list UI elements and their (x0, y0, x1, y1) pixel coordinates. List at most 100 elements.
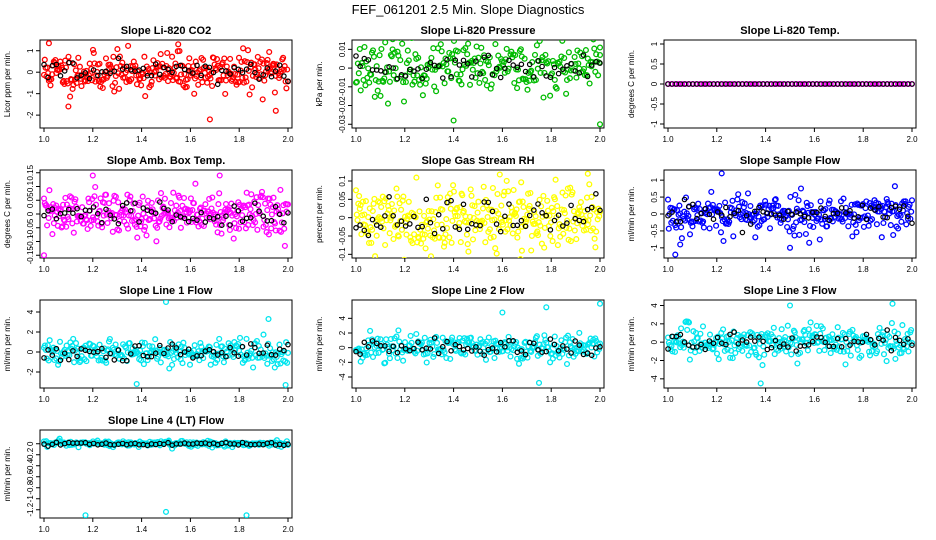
mean-point (473, 58, 479, 65)
data-point (505, 188, 512, 195)
data-point (436, 234, 443, 241)
mean-point (522, 223, 529, 230)
data-point (408, 339, 415, 346)
mean-point (123, 357, 130, 364)
data-point (678, 325, 685, 332)
outlier-point (89, 172, 96, 179)
data-point (362, 198, 369, 205)
data-point (534, 232, 542, 239)
data-point (788, 351, 795, 358)
data-point (550, 208, 557, 215)
data-point (76, 63, 83, 70)
mean-point (452, 224, 459, 230)
data-point (452, 212, 459, 219)
data-point (44, 222, 51, 229)
data-point (590, 40, 597, 43)
data-point (143, 232, 150, 239)
mean-point (896, 337, 903, 344)
data-point (876, 324, 883, 331)
data-point (220, 72, 227, 79)
x-tick-label: 1.6 (497, 135, 509, 144)
data-point (547, 92, 554, 99)
mean-point (173, 345, 180, 351)
mean-point (219, 222, 225, 229)
data-point (515, 360, 523, 367)
mean-point (522, 351, 529, 358)
data-point (365, 214, 372, 221)
panel-9: Slope Line 3 Flow ml/min per min. -4 -2 0 2 4 1… (627, 285, 918, 404)
x-tick-label: 1.6 (185, 525, 197, 534)
data-point (549, 355, 556, 362)
data-point (170, 189, 177, 196)
data-point (873, 221, 880, 228)
mean-point (128, 208, 134, 214)
mean-point (555, 70, 562, 77)
mean-point (576, 70, 583, 76)
data-point (140, 361, 147, 368)
data-point (484, 213, 491, 221)
mean-point (751, 338, 758, 344)
data-point (591, 45, 598, 52)
data-point (462, 351, 469, 358)
data-point (246, 91, 253, 98)
data-point (405, 198, 412, 205)
data-point (457, 239, 464, 246)
data-point (390, 235, 397, 243)
panel-3: Slope Li-820 Temp. degrees C per min. -1 -0… (627, 25, 918, 144)
data-point (434, 45, 442, 52)
data-point (494, 190, 501, 198)
data-point (899, 322, 906, 329)
data-point (471, 55, 478, 62)
data-point (156, 218, 163, 225)
data-point (703, 80, 710, 88)
data-point (278, 228, 285, 235)
mean-point (66, 206, 72, 213)
mean-point (235, 66, 242, 73)
mean-point (456, 226, 463, 233)
y-tick-label: -2 (26, 111, 35, 119)
data-point (44, 64, 51, 71)
data-point (45, 357, 52, 364)
y-tick-label: -0.5 (650, 97, 659, 111)
mean-point (365, 57, 372, 63)
mean-point (665, 346, 671, 352)
data-point (514, 85, 521, 92)
mean-point (568, 60, 574, 67)
data-point (125, 225, 132, 232)
mean-point (285, 210, 291, 216)
mean-point (99, 219, 105, 226)
data-point (172, 60, 179, 67)
mean-point (506, 57, 512, 64)
data-point (260, 331, 267, 338)
data-point (713, 350, 721, 357)
mean-point (460, 57, 467, 64)
data-point (562, 192, 569, 199)
mean-point (588, 62, 595, 68)
data-point (879, 202, 886, 209)
data-point (497, 215, 504, 222)
data-point (463, 219, 470, 226)
mean-point (353, 225, 359, 231)
data-point (190, 200, 197, 207)
mean-point (543, 348, 550, 355)
mean-point (677, 218, 684, 225)
data-point (545, 344, 552, 351)
data-point (505, 65, 512, 72)
data-point (546, 212, 553, 219)
data-point (573, 236, 580, 243)
data-point (777, 219, 784, 226)
data-point (70, 335, 77, 342)
mean-point (394, 222, 401, 228)
mean-point (493, 221, 500, 227)
data-point (442, 231, 449, 238)
data-point (816, 347, 823, 354)
data-point (63, 223, 70, 230)
data-point (753, 80, 760, 88)
x-tick-label: 1.2 (399, 265, 411, 274)
outlier-point (265, 315, 272, 323)
data-point (685, 212, 692, 219)
data-point (804, 203, 811, 210)
data-point (104, 219, 111, 227)
mean-point (768, 344, 775, 351)
